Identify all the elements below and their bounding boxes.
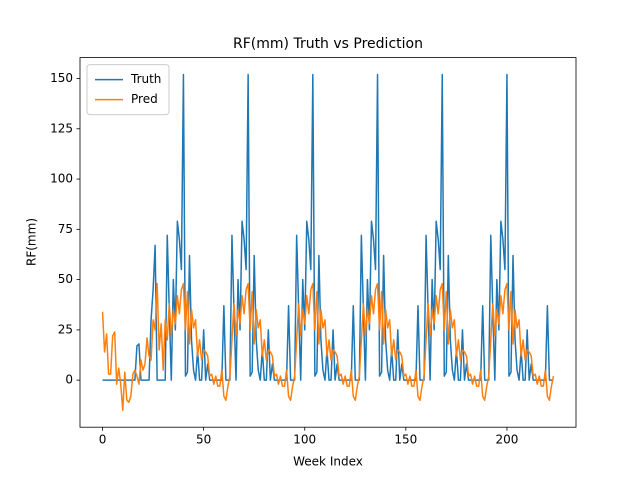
x-tick-label: 150: [394, 433, 417, 447]
chart-title: RF(mm) Truth vs Prediction: [233, 36, 423, 52]
y-tick-label: 0: [65, 373, 73, 387]
y-axis-label: RF(mm): [25, 218, 39, 266]
plot-frame: [79, 57, 577, 428]
y-tick-label: 125: [50, 121, 73, 135]
y-tick-label: 100: [50, 172, 73, 186]
y-tick-label: 25: [58, 322, 73, 336]
x-tick-label: 200: [495, 433, 518, 447]
y-tick-label: 75: [58, 222, 73, 236]
data-line: [101, 282, 555, 412]
y-tick-label: 50: [58, 272, 73, 286]
x-tick-label: 100: [293, 433, 316, 447]
legend-label: Truth: [130, 72, 161, 86]
data-line: [102, 73, 554, 381]
x-axis-label: Week Index: [293, 455, 363, 469]
legend-label: Pred: [131, 92, 158, 106]
y-tick-label: 150: [50, 71, 73, 85]
x-tick-label: 0: [99, 433, 107, 447]
x-tick-label: 50: [196, 433, 211, 447]
legend-box: [86, 64, 170, 116]
